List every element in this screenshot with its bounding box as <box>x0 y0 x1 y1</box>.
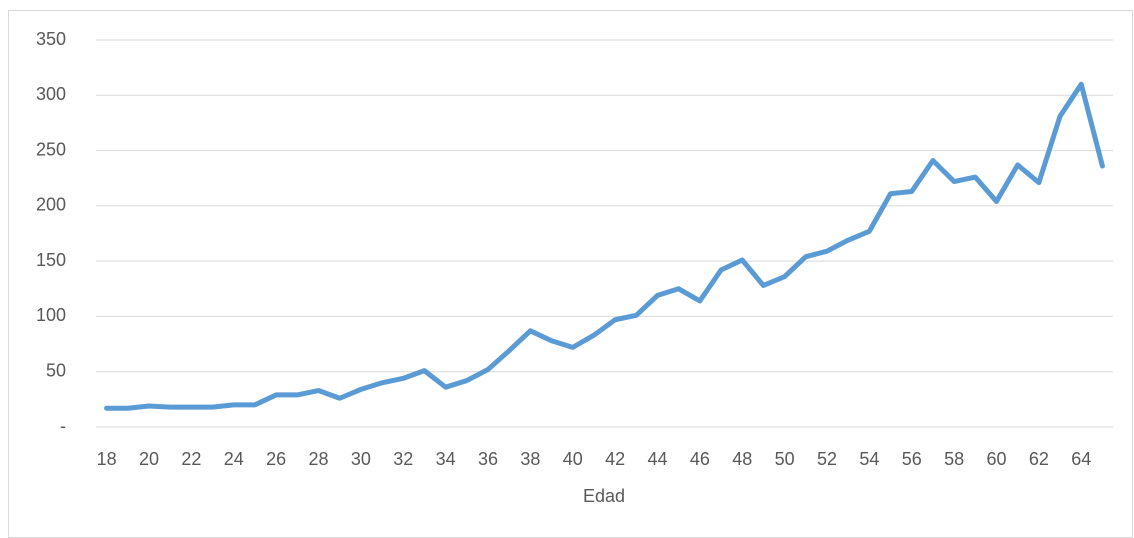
chart-frame <box>8 10 1133 538</box>
x-tick-label: 46 <box>690 449 710 469</box>
x-tick-label: 28 <box>308 449 328 469</box>
x-tick-label: 30 <box>351 449 371 469</box>
x-tick-label: 42 <box>605 449 625 469</box>
y-tick-label: 300 <box>36 84 66 104</box>
x-tick-label: 58 <box>944 449 964 469</box>
x-axis-title: Edad <box>583 486 625 506</box>
x-tick-label: 44 <box>647 449 667 469</box>
x-tick-label: 54 <box>859 449 879 469</box>
x-tick-label: 50 <box>775 449 795 469</box>
y-tick-label: - <box>60 416 66 436</box>
x-tick-label: 38 <box>520 449 540 469</box>
y-tick-label: 50 <box>46 360 66 380</box>
x-tick-label: 34 <box>436 449 456 469</box>
y-tick-label: 350 <box>36 29 66 49</box>
x-tick-label: 20 <box>139 449 159 469</box>
y-tick-label: 200 <box>36 195 66 215</box>
x-tick-label: 56 <box>902 449 922 469</box>
x-tick-label: 40 <box>563 449 583 469</box>
x-tick-label: 52 <box>817 449 837 469</box>
x-tick-label: 32 <box>393 449 413 469</box>
y-tick-label: 150 <box>36 250 66 270</box>
x-tick-label: 22 <box>181 449 201 469</box>
data-line <box>104 81 1105 411</box>
x-tick-label: 26 <box>266 449 286 469</box>
x-tick-label: 24 <box>224 449 244 469</box>
y-tick-label: 250 <box>36 139 66 159</box>
x-tick-label: 36 <box>478 449 498 469</box>
y-tick-label: 100 <box>36 305 66 325</box>
x-tick-label: 18 <box>97 449 117 469</box>
x-tick-label: 60 <box>986 449 1006 469</box>
x-tick-label: 62 <box>1029 449 1049 469</box>
x-tick-label: 48 <box>732 449 752 469</box>
x-tick-label: 64 <box>1071 449 1091 469</box>
